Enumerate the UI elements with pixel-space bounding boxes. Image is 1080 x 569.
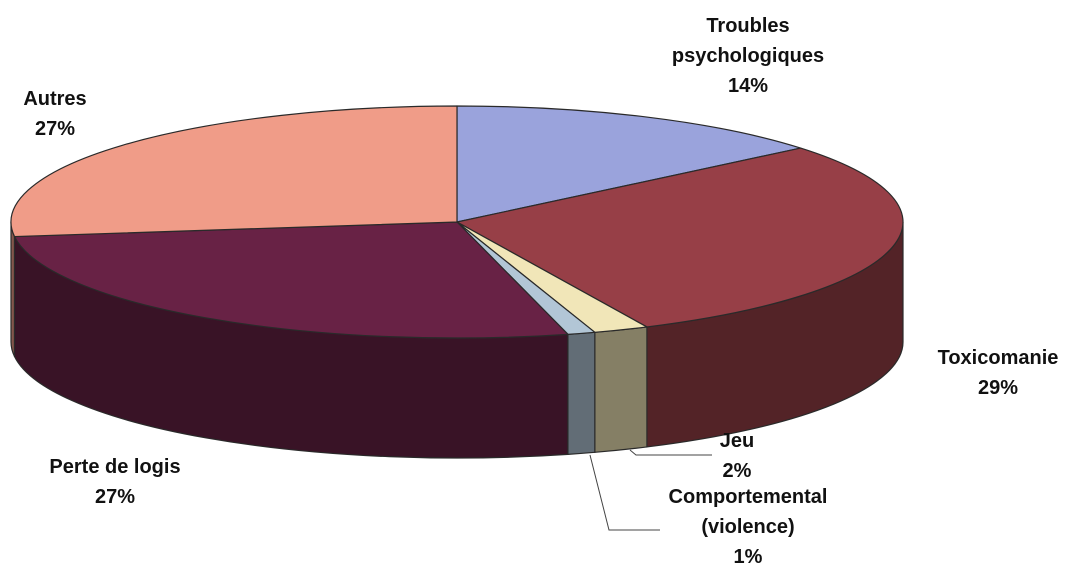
label-comportemental-violence-name-1: Comportemental (669, 486, 828, 508)
label-troubles-psychologiques-name-1: Troubles (706, 15, 789, 37)
label-troubles-psychologiques-name-2: psychologiques (672, 45, 824, 67)
pie-side-jeu (594, 326, 648, 453)
pie-slice-toxicomanie (456, 147, 904, 328)
pie-side-comportemental-violence (567, 331, 596, 455)
label-jeu-value: 2% (723, 460, 752, 482)
label-autres-name-1: Autres (23, 88, 86, 110)
label-comportemental-violence-name-2: (violence) (701, 516, 794, 538)
leader-lines (589, 449, 712, 531)
leader-line-jeu (629, 449, 712, 456)
label-perte-de-logis-value: 27% (95, 486, 135, 508)
pie-slice-autres (10, 105, 458, 238)
label-comportemental-violence-value: 1% (734, 546, 763, 568)
label-toxicomanie-name-1: Toxicomanie (938, 347, 1059, 369)
slice-labels: Troubles psychologiques 14% Toxicomanie 29% J… (23, 15, 1058, 568)
leader-line-comportemental-violence (589, 454, 660, 531)
label-perte-de-logis-name-1: Perte de logis (49, 456, 180, 478)
label-autres-value: 27% (35, 118, 75, 140)
label-jeu-name-1: Jeu (720, 430, 754, 452)
label-troubles-psychologiques-value: 14% (728, 75, 768, 97)
pie-top-faces (10, 105, 904, 339)
label-toxicomanie-value: 29% (978, 377, 1018, 399)
pie-slice-troubles-psychologiques (456, 105, 802, 223)
pie-slice-perte-de-logis (13, 221, 569, 339)
